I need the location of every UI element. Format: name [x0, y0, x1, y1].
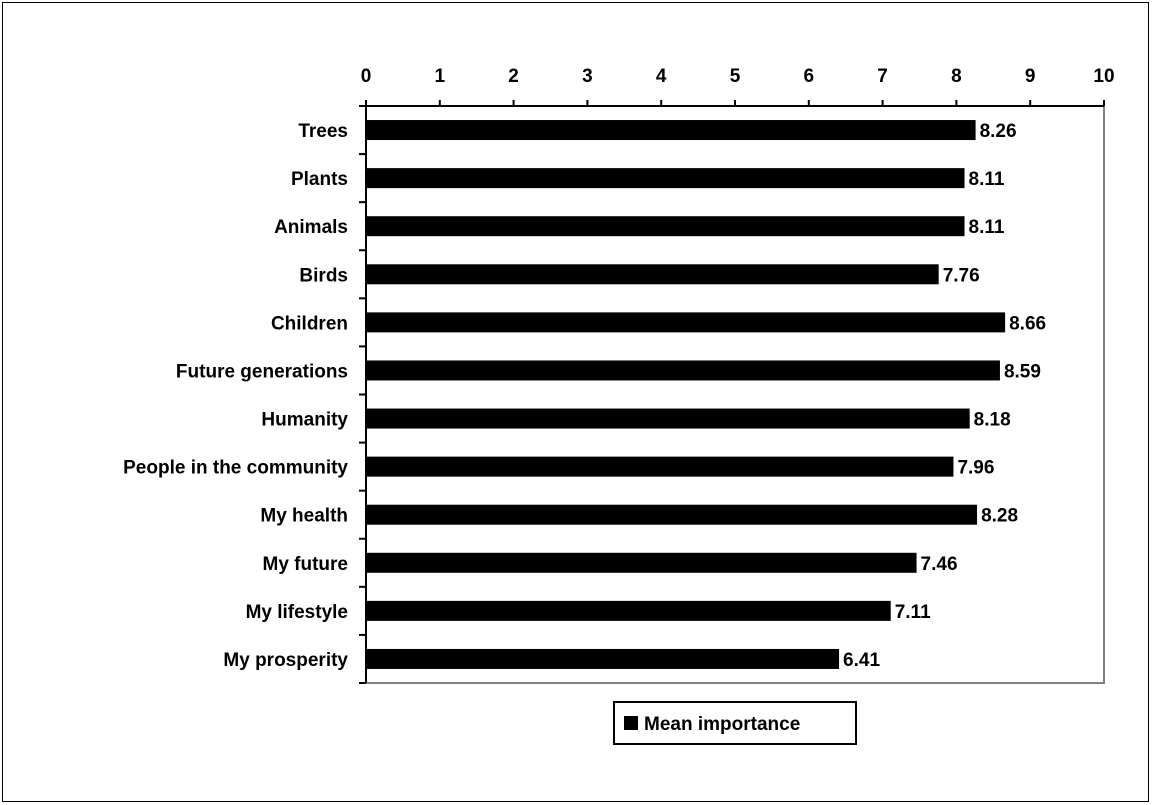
data-label: 7.76 — [943, 265, 980, 286]
category-label: Birds — [299, 265, 348, 286]
bar — [366, 312, 1006, 333]
bar — [366, 264, 939, 285]
bar — [366, 120, 976, 141]
category-label: Future generations — [176, 361, 348, 382]
data-label: 7.96 — [957, 458, 994, 479]
category-label: My prosperity — [223, 650, 348, 671]
category-label: Children — [271, 313, 348, 334]
bar — [366, 504, 978, 525]
category-label: People in the community — [123, 458, 348, 479]
x-tick-label: 1 — [435, 66, 446, 87]
bar — [366, 168, 965, 189]
data-label: 8.18 — [974, 410, 1011, 431]
bar — [366, 360, 1000, 381]
x-tick-label: 2 — [508, 66, 519, 87]
x-tick-label: 0 — [361, 66, 372, 87]
category-label: Humanity — [261, 410, 348, 431]
labels: 0 1 2 3 4 5 6 7 8 9 10 Trees 8.26 Plants 8.11 Animals 8.… — [123, 66, 1114, 671]
bar — [366, 456, 954, 477]
data-label: 8.11 — [969, 217, 1005, 238]
bar — [366, 552, 917, 573]
bar — [366, 600, 891, 621]
x-tick-label: 4 — [656, 66, 667, 87]
x-tick-label: 8 — [951, 66, 962, 87]
data-label: 8.11 — [969, 169, 1005, 190]
data-label: 8.28 — [981, 506, 1018, 527]
data-label: 7.11 — [895, 602, 931, 623]
bar — [366, 408, 970, 429]
category-label: Plants — [291, 169, 348, 190]
legend: Mean importance — [613, 701, 857, 745]
data-label: 8.59 — [1004, 361, 1041, 382]
data-label: 8.66 — [1009, 313, 1046, 334]
category-label: My health — [260, 506, 348, 527]
legend-swatch — [624, 716, 638, 730]
legend-box — [613, 701, 857, 745]
category-label: Animals — [274, 217, 348, 238]
category-label: My future — [263, 554, 349, 575]
legend-label: Mean importance — [644, 714, 800, 735]
plot-area — [365, 105, 1105, 684]
data-label: 6.41 — [843, 650, 880, 671]
x-tick-label: 10 — [1093, 66, 1114, 87]
x-tick-label: 5 — [730, 66, 741, 87]
x-tick-label: 3 — [582, 66, 593, 87]
bars — [366, 120, 1006, 669]
data-label: 7.46 — [921, 554, 958, 575]
x-tick-label: 7 — [877, 66, 888, 87]
category-label: My lifestyle — [246, 602, 348, 623]
x-tick-label: 9 — [1025, 66, 1036, 87]
category-label: Trees — [298, 121, 348, 142]
bar — [366, 216, 965, 237]
x-tick-label: 6 — [804, 66, 815, 87]
axis-ticks — [359, 100, 1105, 684]
bar — [366, 648, 840, 669]
data-label: 8.26 — [980, 121, 1017, 142]
